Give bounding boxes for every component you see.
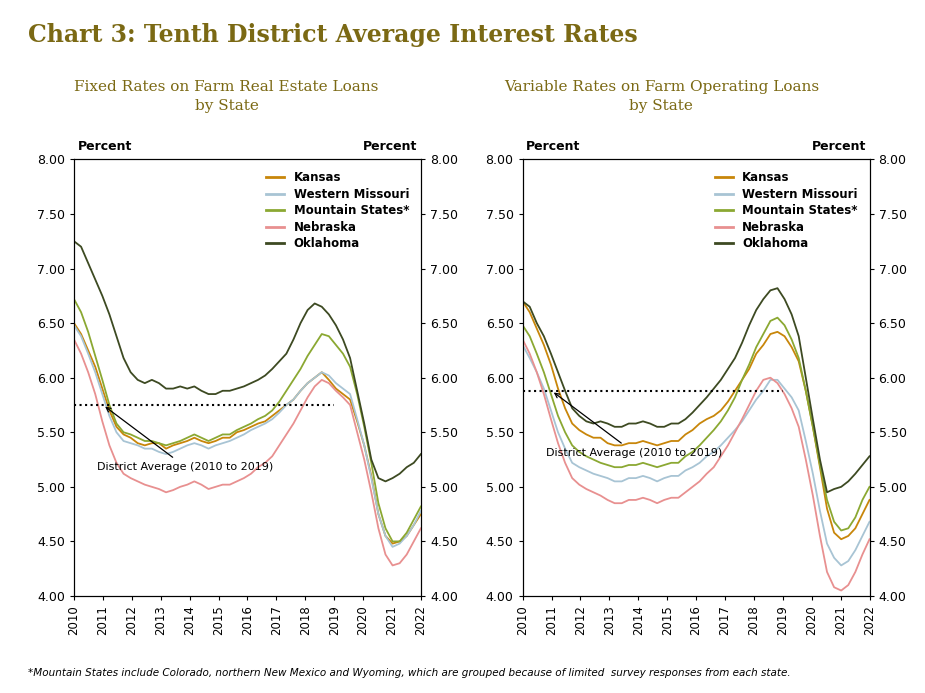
Text: Percent: Percent xyxy=(363,140,417,153)
Text: District Average (2010 to 2019): District Average (2010 to 2019) xyxy=(97,407,274,472)
Text: District Average (2010 to 2019): District Average (2010 to 2019) xyxy=(546,394,722,457)
Text: Variable Rates on Farm Operating Loans
by State: Variable Rates on Farm Operating Loans b… xyxy=(504,80,819,113)
Text: Percent: Percent xyxy=(78,140,132,153)
Legend: Kansas, Western Missouri, Mountain States*, Nebraska, Oklahoma: Kansas, Western Missouri, Mountain State… xyxy=(709,166,864,256)
Text: *Mountain States include Colorado, northern New Mexico and Wyoming, which are gr: *Mountain States include Colorado, north… xyxy=(28,668,790,678)
Text: Percent: Percent xyxy=(811,140,866,153)
Text: Chart 3: Tenth District Average Interest Rates: Chart 3: Tenth District Average Interest… xyxy=(28,23,637,47)
Legend: Kansas, Western Missouri, Mountain States*, Nebraska, Oklahoma: Kansas, Western Missouri, Mountain State… xyxy=(261,166,415,256)
Text: Percent: Percent xyxy=(526,140,581,153)
Text: Fixed Rates on Farm Real Estate Loans
by State: Fixed Rates on Farm Real Estate Loans by… xyxy=(74,80,379,113)
